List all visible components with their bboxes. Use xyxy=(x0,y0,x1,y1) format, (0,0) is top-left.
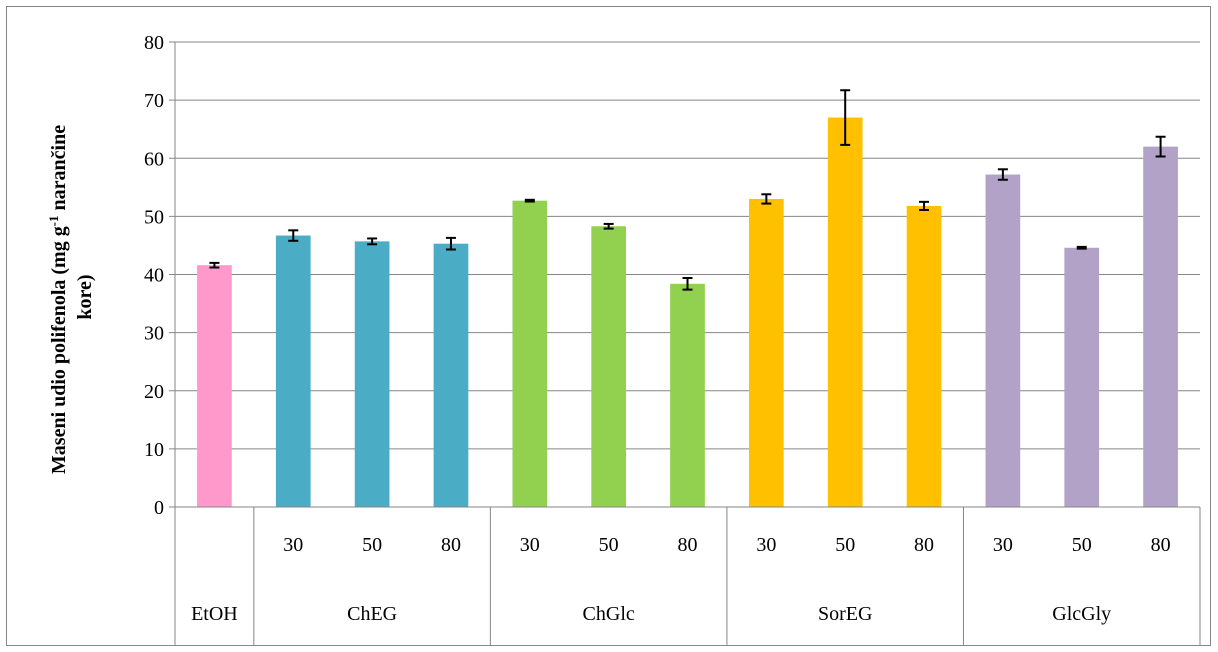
chart-frame: 0 10 20 30 40 50 60 70 80 EtOH 30 50 80 ChEG 30 50 80 ChG… xyxy=(6,6,1211,646)
x-tick-label: 80 xyxy=(441,534,461,556)
x-tick-label: 30 xyxy=(993,534,1013,556)
y-tick-label: 30 xyxy=(144,323,164,345)
x-tick-label: 50 xyxy=(1072,534,1092,556)
bar xyxy=(197,265,232,507)
x-tick-label: 80 xyxy=(678,534,698,556)
bar xyxy=(512,200,548,507)
bar xyxy=(275,235,311,507)
bar xyxy=(670,283,705,507)
y-tick-label: 50 xyxy=(144,206,164,228)
bar xyxy=(433,243,469,507)
labels: 0 10 20 30 40 50 60 70 80 EtOH 30 50 80 ChEG 30 50 80 ChG… xyxy=(144,32,1171,625)
x-tick-label: 50 xyxy=(599,534,619,556)
x-tick-label: 30 xyxy=(283,534,303,556)
bars xyxy=(197,89,1178,507)
x-tick-label: 80 xyxy=(1151,534,1171,556)
y-tick-label: 40 xyxy=(144,265,164,287)
y-tick-label: 10 xyxy=(144,439,164,461)
y-tick-label: 60 xyxy=(144,148,164,170)
x-tick-label: 50 xyxy=(835,534,855,556)
y-tick-label: 80 xyxy=(144,32,164,54)
x-group-label: EtOH xyxy=(191,603,238,625)
x-group-label: SorEG xyxy=(818,603,872,625)
x-group-label: GlcGly xyxy=(1052,603,1111,625)
bar xyxy=(906,205,942,507)
x-tick-label: 80 xyxy=(914,534,934,556)
x-group-label: ChEG xyxy=(347,603,397,625)
bar xyxy=(1064,247,1100,507)
bar-chart: 0 10 20 30 40 50 60 70 80 EtOH 30 50 80 ChEG 30 50 80 ChG… xyxy=(46,32,1201,645)
x-tick-label: 30 xyxy=(756,534,776,556)
y-tick-label: 70 xyxy=(144,90,164,112)
bar xyxy=(354,241,390,507)
x-group-label: ChGlc xyxy=(583,603,635,625)
y-tick-label: 20 xyxy=(144,381,164,403)
bar xyxy=(591,226,626,507)
y-axis-title: Maseni udio polifenola (mg g-1 narančine… xyxy=(46,120,96,474)
axes xyxy=(169,41,1201,645)
bar xyxy=(985,174,1021,507)
bar xyxy=(1143,146,1178,507)
bar xyxy=(749,198,784,507)
x-tick-label: 30 xyxy=(520,534,540,556)
x-tick-label: 50 xyxy=(362,534,382,556)
y-tick-label: 0 xyxy=(154,497,164,519)
bar xyxy=(827,117,863,507)
